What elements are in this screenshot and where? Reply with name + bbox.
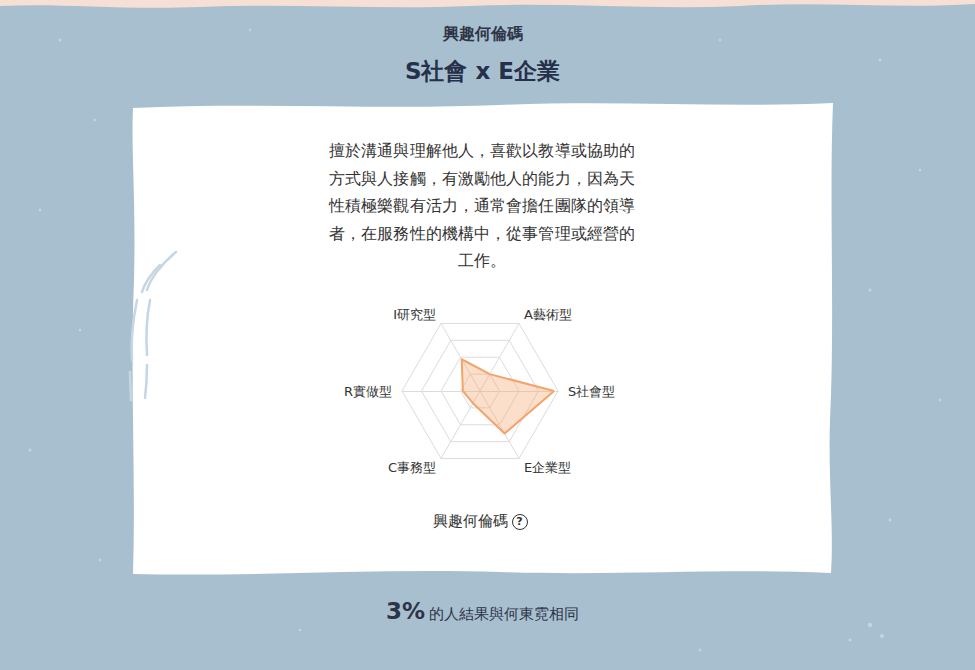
svg-text:R實做型: R實做型 [344, 384, 392, 399]
html-text:3% 的人結果與何東霓相同: 3% 的人結果與何東霓相同 [386, 598, 579, 624]
svg-text:I研究型: I研究型 [393, 307, 436, 322]
svg-text:C事務型: C事務型 [388, 460, 436, 475]
svg-text:S社會型: S社會型 [568, 384, 615, 399]
svg-text:A藝術型: A藝術型 [524, 307, 572, 322]
html-text:擅於溝通與理解他人，喜歡以教導或協助的方式與人接觸，有激勵他: 擅於溝通與理解他人，喜歡以教導或協助的方式與人接觸，有激勵他人的能力，因為天性積… [329, 141, 635, 270]
svg-text:E企業型: E企業型 [524, 460, 571, 475]
html-text:S社會 x E企業: S社會 x E企業 [404, 58, 561, 84]
html-text:興趣何倫碼: 興趣何倫碼 [442, 24, 523, 43]
html-text:興趣何倫碼: 興趣何倫碼 [432, 512, 508, 530]
